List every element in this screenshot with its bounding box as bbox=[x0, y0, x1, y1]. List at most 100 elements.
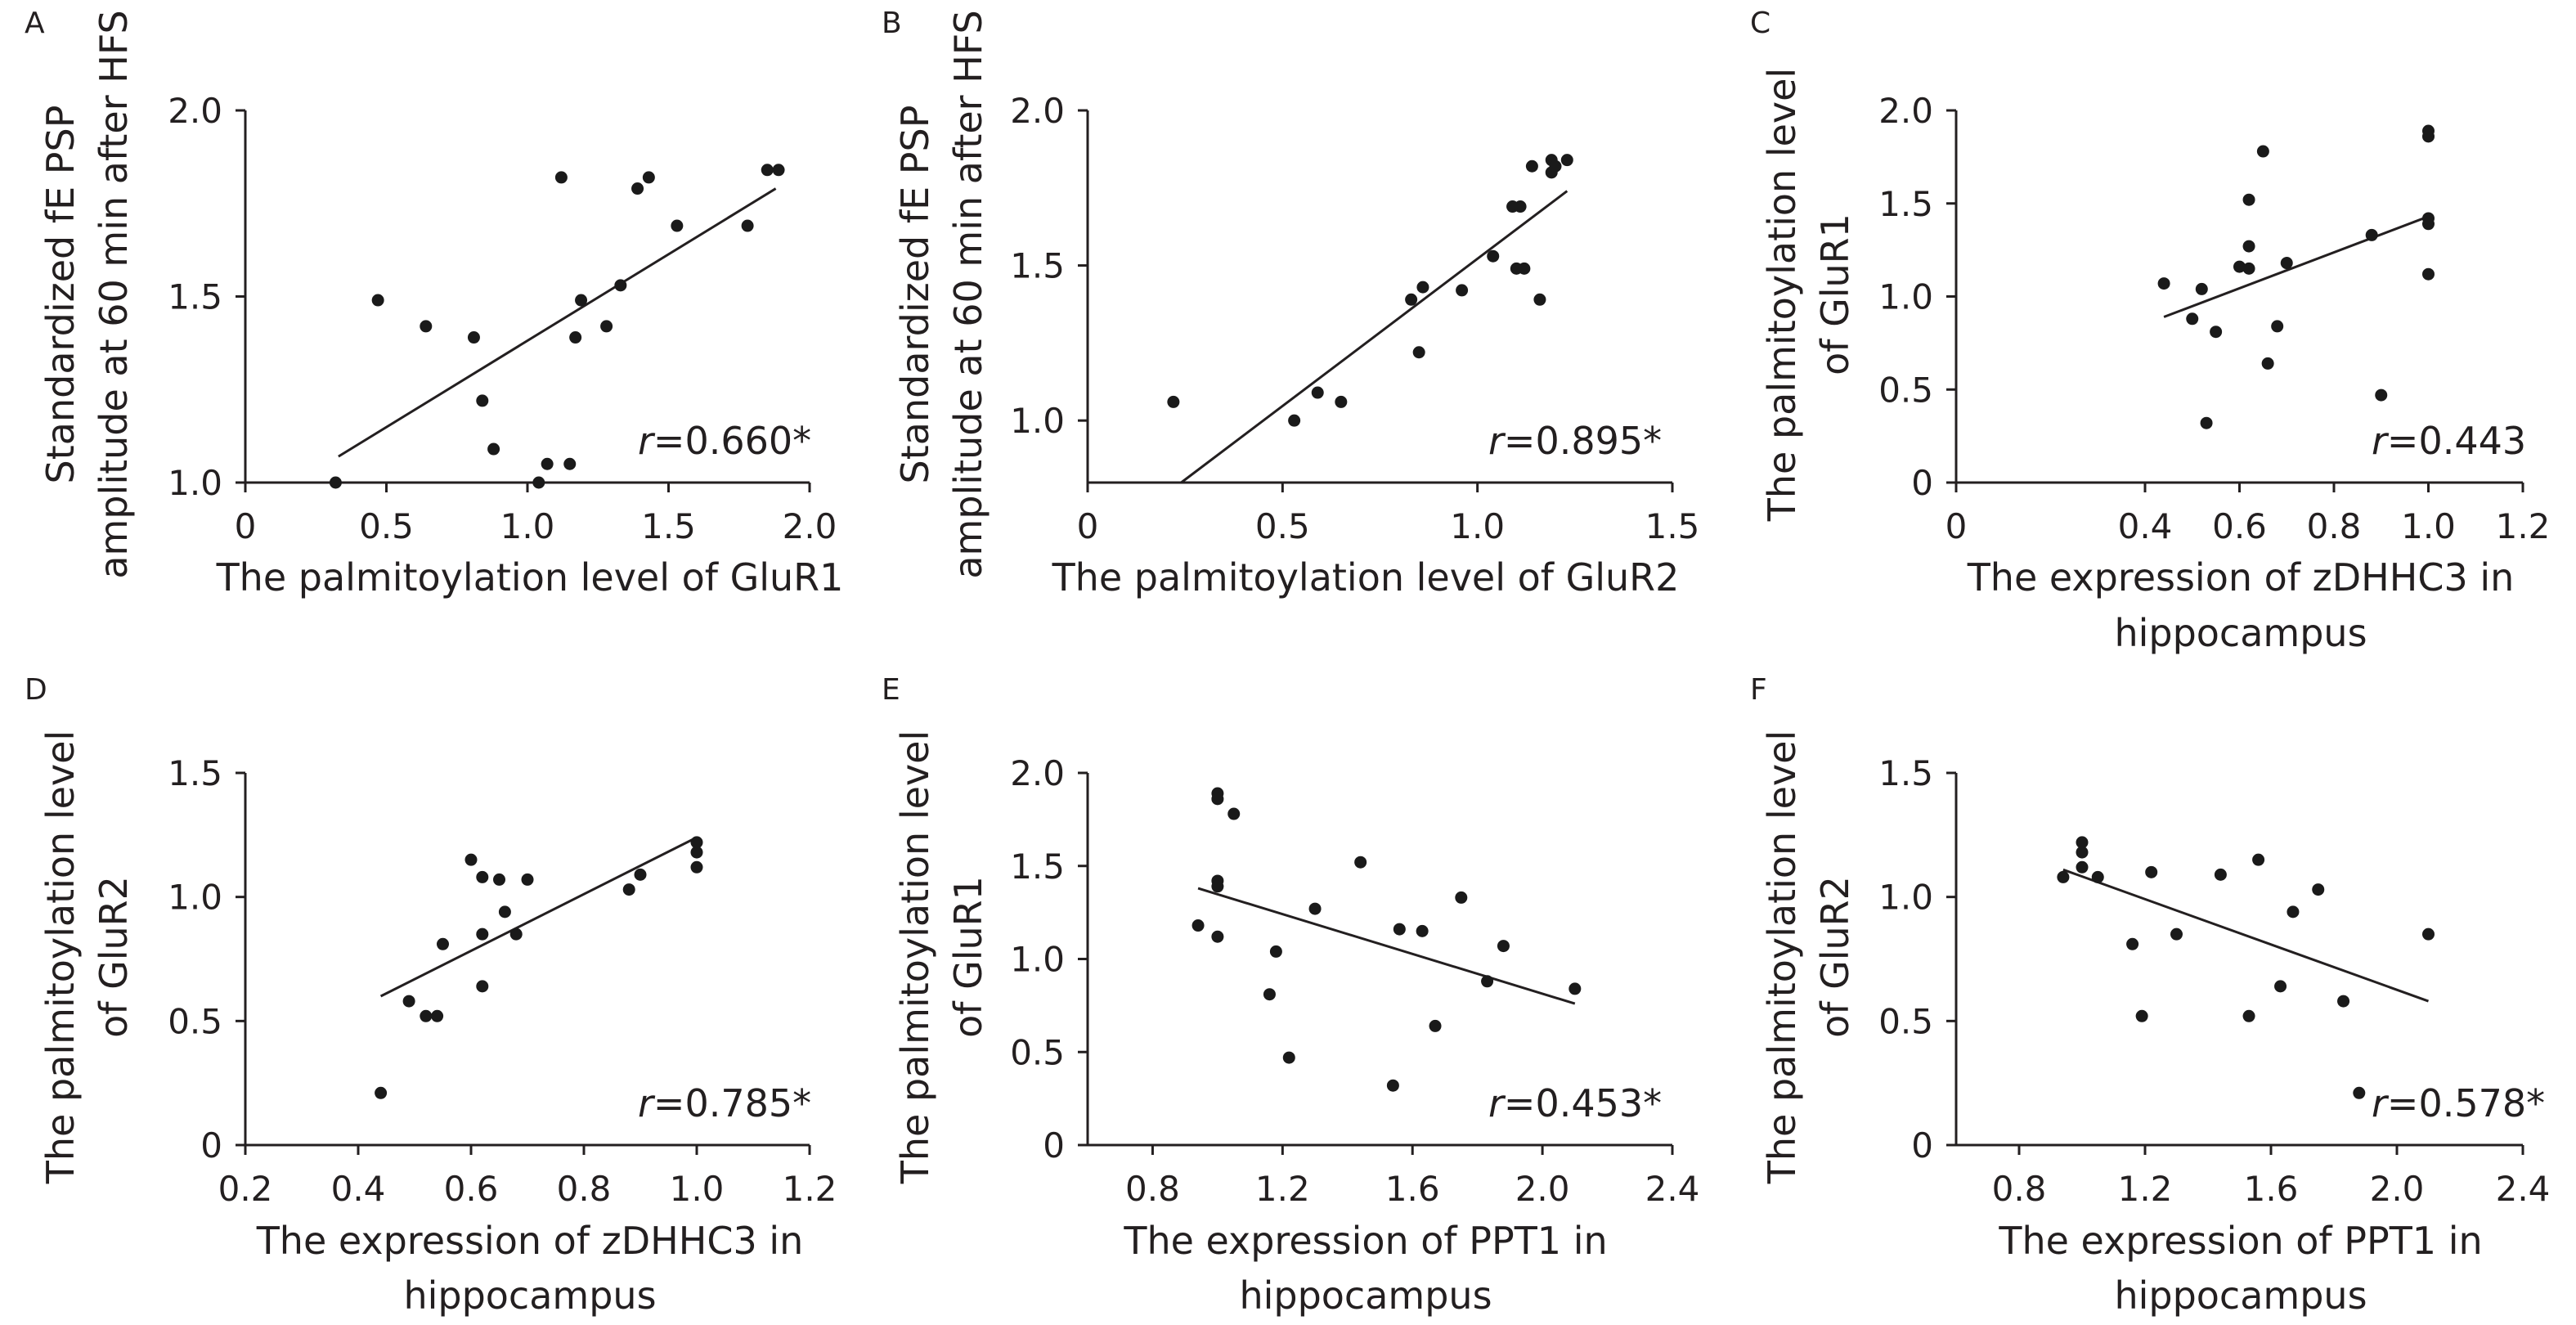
x-tick-label: 1.5 bbox=[1645, 506, 1700, 546]
y-axis-title: The palmitoylation level bbox=[893, 730, 937, 1184]
x-axis-title: hippocampus bbox=[2114, 611, 2367, 655]
data-point bbox=[569, 331, 582, 344]
data-point bbox=[2261, 357, 2274, 370]
y-tick-label: 1.0 bbox=[168, 878, 222, 918]
data-point bbox=[1335, 395, 1348, 408]
data-point bbox=[1455, 891, 1468, 904]
panel-letter: D bbox=[25, 673, 47, 707]
y-axis-title: of GluR2 bbox=[1813, 876, 1857, 1038]
data-point bbox=[1487, 249, 1500, 263]
y-tick-label: 1.0 bbox=[1878, 878, 1933, 918]
data-point bbox=[476, 980, 489, 993]
data-point bbox=[634, 868, 647, 881]
x-tick-label: 0.6 bbox=[2212, 506, 2267, 546]
x-tick-label: 1.0 bbox=[2401, 506, 2456, 546]
data-point bbox=[575, 294, 588, 307]
data-point bbox=[1525, 159, 1538, 173]
data-point bbox=[600, 320, 613, 333]
regression-line bbox=[379, 836, 698, 998]
y-tick-label: 2.0 bbox=[1878, 91, 1933, 131]
data-point bbox=[631, 182, 644, 195]
data-point bbox=[690, 836, 703, 849]
x-tick-label: 2.0 bbox=[783, 506, 837, 546]
data-point bbox=[329, 476, 342, 489]
y-tick-label: 0 bbox=[1911, 1125, 1933, 1166]
data-point bbox=[1167, 395, 1180, 408]
x-tick-label: 0 bbox=[235, 506, 257, 546]
y-axis-title: The palmitoylation level bbox=[1760, 730, 1804, 1184]
panel-a: A 0 0.5 1.0 1.5 2.0 1.0 1.5 2.0 r=0.660* The palmi… bbox=[25, 7, 843, 600]
data-point bbox=[761, 164, 774, 177]
y-tick-label: 0.5 bbox=[1878, 1001, 1933, 1041]
x-tick-label: 1.2 bbox=[2496, 506, 2551, 546]
regression-line bbox=[2062, 868, 2430, 1003]
x-axis-title: The expression of zDHHC3 in bbox=[256, 1219, 804, 1263]
x-tick-label: 1.0 bbox=[500, 506, 555, 546]
x-axis-title: hippocampus bbox=[403, 1273, 656, 1318]
y-axis-title: Standardized fE PSP bbox=[38, 106, 83, 484]
data-point bbox=[772, 164, 785, 177]
data-point bbox=[2242, 240, 2255, 253]
x-tick-label: 2.4 bbox=[2496, 1169, 2551, 1209]
correlation-value: =0.453* bbox=[1504, 1081, 1662, 1125]
data-point bbox=[467, 331, 480, 344]
correlation-value: =0.785* bbox=[653, 1081, 811, 1125]
y-tick-label: 1.0 bbox=[168, 463, 222, 503]
regression-line bbox=[2163, 215, 2430, 318]
data-point bbox=[420, 320, 433, 333]
panel-letter: E bbox=[882, 673, 900, 707]
y-tick-label: 0.5 bbox=[168, 1001, 222, 1041]
correlation-label: r=0.785* bbox=[638, 1081, 811, 1125]
x-tick-label: 0.4 bbox=[331, 1169, 386, 1209]
data-point bbox=[2242, 262, 2255, 275]
correlation-label: r=0.660* bbox=[638, 419, 811, 463]
y-tick-label: 0 bbox=[1043, 1125, 1065, 1166]
data-point bbox=[1211, 880, 1224, 893]
data-point bbox=[2076, 860, 2089, 874]
y-tick-label: 1.5 bbox=[1878, 184, 1933, 224]
data-point bbox=[2353, 1086, 2366, 1099]
panel-letter: B bbox=[882, 7, 902, 40]
y-tick-label: 0.5 bbox=[1878, 370, 1933, 410]
x-tick-label: 0.5 bbox=[1255, 506, 1310, 546]
data-point bbox=[2200, 416, 2213, 429]
data-point bbox=[2422, 928, 2435, 941]
data-point bbox=[1192, 919, 1205, 932]
panel-letter: C bbox=[1750, 7, 1770, 40]
data-point bbox=[420, 1009, 433, 1022]
data-point bbox=[2337, 995, 2350, 1008]
panel-d: D 0.2 0.4 0.6 0.8 1.0 1.2 0 0.5 1.0 1.5 r=0.785* The… bbox=[25, 673, 837, 1318]
data-point bbox=[1405, 293, 1418, 306]
data-point bbox=[476, 870, 489, 883]
x-tick-label: 2.4 bbox=[1645, 1169, 1700, 1209]
data-point bbox=[1386, 1079, 1399, 1092]
data-point bbox=[2312, 883, 2325, 896]
data-point bbox=[1354, 856, 1367, 869]
data-point bbox=[1311, 386, 1324, 399]
correlation-value: =0.660* bbox=[653, 419, 811, 463]
correlation-label: r=0.578* bbox=[2372, 1081, 2545, 1125]
y-tick-label: 1.5 bbox=[1878, 753, 1933, 793]
y-tick-label: 0 bbox=[200, 1125, 222, 1166]
data-point bbox=[642, 171, 655, 184]
data-point bbox=[2233, 260, 2246, 273]
x-axis-title: The palmitoylation level of GluR2 bbox=[1052, 555, 1680, 600]
data-point bbox=[1393, 923, 1406, 936]
data-point bbox=[554, 171, 568, 184]
data-point bbox=[1211, 930, 1224, 943]
data-point bbox=[464, 853, 478, 866]
y-tick-label: 1.5 bbox=[1010, 847, 1065, 887]
data-point bbox=[2076, 846, 2089, 859]
panel-b: B 0 0.5 1.0 1.5 1.0 1.5 2.0 r=0.895* The palmitoy… bbox=[882, 7, 1699, 600]
data-point bbox=[2256, 145, 2269, 158]
correlation-value: =0.443 bbox=[2387, 419, 2526, 463]
y-axis-title: The palmitoylation level bbox=[38, 730, 83, 1184]
x-tick-label: 0.2 bbox=[218, 1169, 273, 1209]
x-tick-label: 0.8 bbox=[1992, 1169, 2047, 1209]
x-tick-label: 1.0 bbox=[670, 1169, 725, 1209]
data-point bbox=[2280, 257, 2293, 270]
data-point bbox=[2274, 980, 2287, 993]
correlation-symbol: r bbox=[638, 1081, 656, 1125]
data-point bbox=[1518, 262, 1531, 275]
x-tick-label: 1.6 bbox=[1385, 1169, 1440, 1209]
